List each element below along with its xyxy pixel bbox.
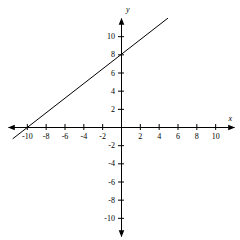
x-tick: 2 (138, 124, 142, 141)
y-tick: 4 (111, 87, 124, 96)
x-tick-mark (46, 124, 47, 130)
y-tick-label: 10 (107, 32, 115, 41)
x-tick-mark (102, 124, 103, 130)
x-tick: 8 (195, 124, 199, 141)
x-tick-label: -2 (99, 132, 106, 141)
x-tick-label: 10 (212, 132, 220, 141)
x-tick-mark (65, 124, 66, 130)
x-tick-mark (215, 124, 216, 130)
y-axis: -10 -8 -6 -4 -2 2 4 6 8 10 (104, 19, 124, 237)
x-tick-label: 8 (195, 132, 199, 141)
x-tick: 4 (157, 124, 161, 141)
x-axis-title: x (227, 114, 232, 123)
x-tick: -2 (99, 124, 106, 141)
x-tick-label: 2 (138, 132, 142, 141)
y-tick-label: 2 (111, 105, 115, 114)
y-tick-mark (118, 145, 124, 146)
x-tick-mark (140, 124, 141, 130)
y-tick-label: 8 (111, 50, 115, 59)
y-tick-label: -2 (108, 141, 115, 150)
y-tick: -10 (104, 214, 124, 223)
y-tick-label: -4 (108, 159, 115, 168)
y-tick-label: 4 (111, 87, 115, 96)
y-tick-mark (118, 109, 124, 110)
y-tick-mark (118, 73, 124, 74)
y-tick-mark (118, 36, 124, 37)
x-tick: 6 (176, 124, 180, 141)
y-axis-title: y (125, 5, 130, 14)
plot-area (13, 18, 168, 139)
y-tick: -6 (108, 178, 124, 187)
y-tick: 6 (111, 69, 124, 78)
y-tick-mark (118, 182, 124, 183)
x-tick-mark (178, 124, 179, 130)
x-tick: -6 (62, 124, 69, 141)
y-tick: 2 (111, 105, 124, 114)
x-tick-label: -6 (62, 132, 69, 141)
chart: -10 -8 -6 -4 -2 2 4 6 8 10 -10 -8 -6 -4 -2 2 4 6 8 10 x y (0, 0, 240, 240)
y-tick: 10 (107, 32, 124, 41)
x-tick-mark (83, 124, 84, 130)
y-tick-label: -8 (108, 196, 115, 205)
y-tick: -8 (108, 196, 124, 205)
x-tick-label: 4 (157, 132, 161, 141)
y-axis-line (121, 19, 122, 237)
y-tick-mark (118, 218, 124, 219)
y-tick-label: -6 (108, 178, 115, 187)
y-tick-mark (118, 200, 124, 201)
x-tick-label: -8 (43, 132, 50, 141)
y-tick: -2 (108, 141, 124, 150)
y-tick-label: -10 (104, 214, 115, 223)
line (13, 18, 168, 139)
x-tick: -8 (43, 124, 50, 141)
y-tick: -4 (108, 159, 124, 168)
x-tick-mark (159, 124, 160, 130)
x-tick: -4 (80, 124, 87, 141)
x-tick-label: -10 (22, 132, 33, 141)
y-tick-mark (118, 91, 124, 92)
x-tick-label: 6 (176, 132, 180, 141)
y-tick-label: 6 (111, 69, 115, 78)
x-tick-mark (196, 124, 197, 130)
y-tick: 8 (111, 50, 124, 59)
y-tick-mark (118, 163, 124, 164)
x-tick-label: -4 (80, 132, 87, 141)
x-tick: 10 (212, 124, 220, 141)
x-tick: -10 (22, 124, 33, 141)
